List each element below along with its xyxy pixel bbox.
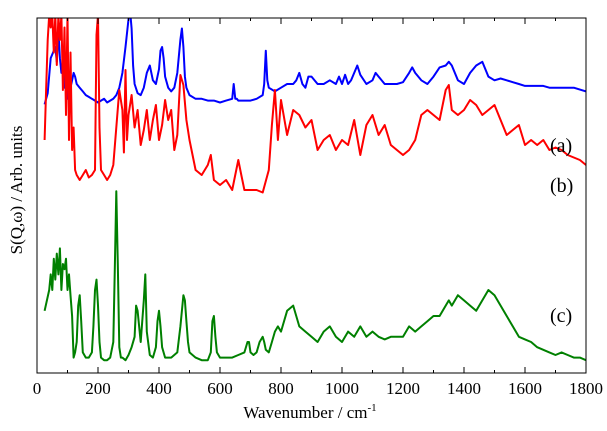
y-axis-title: S(Q,ω) / Arb. units xyxy=(7,126,26,255)
series-line-3 xyxy=(43,190,586,362)
series-label-1: (a) xyxy=(550,135,572,157)
x-axis-title-text: Wavenumber / cm xyxy=(243,403,367,422)
x-tick-label: 1400 xyxy=(447,379,481,398)
x-tick-label: 200 xyxy=(85,379,111,398)
series-line-1 xyxy=(43,18,586,105)
x-tick-label: 1000 xyxy=(325,379,359,398)
x-axis-ticks: 0 200 400 600 800 1000 1200 1400 1600 1800 xyxy=(33,18,603,398)
series-labels: (a) (b) (c) xyxy=(550,135,573,327)
x-tick-label: 1600 xyxy=(508,379,542,398)
series-layer xyxy=(43,18,586,362)
series-line-2 xyxy=(43,18,586,194)
x-tick-label: 800 xyxy=(268,379,294,398)
x-tick-label: 600 xyxy=(207,379,233,398)
x-axis-title-superscript: -1 xyxy=(368,402,377,414)
x-tick-label: 1800 xyxy=(569,379,603,398)
x-tick-label: 1200 xyxy=(386,379,420,398)
x-tick-label: 400 xyxy=(146,379,172,398)
series-label-3: (c) xyxy=(550,305,572,327)
x-tick-label: 0 xyxy=(33,379,42,398)
series-label-2: (b) xyxy=(550,175,573,197)
x-axis-title: Wavenumber / cm-1 xyxy=(243,402,376,422)
